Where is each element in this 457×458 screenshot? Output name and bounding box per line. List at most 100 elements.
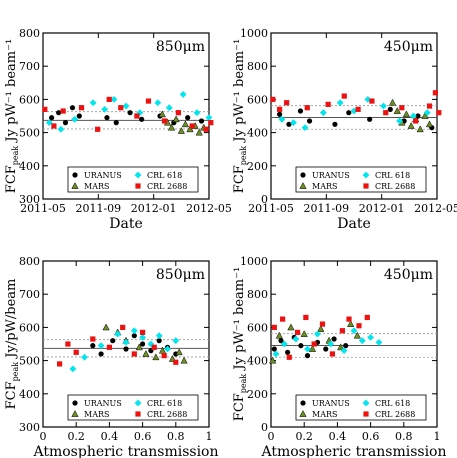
- x-tick-label: 2011-09: [75, 202, 121, 215]
- x-tick-label: 0: [40, 430, 47, 443]
- data-point: [271, 346, 277, 352]
- data-point: [278, 338, 284, 344]
- data-point: [140, 329, 146, 335]
- plot-frame: [270, 32, 438, 200]
- data-point: [290, 119, 297, 127]
- data-point: [280, 340, 288, 348]
- legend-marker: [135, 411, 141, 417]
- x-tick-label: 2012-05: [414, 202, 457, 215]
- series-crl-2688: [271, 314, 370, 360]
- data-point: [287, 323, 295, 331]
- data-point: [161, 353, 167, 359]
- legend-label: CRL 618: [375, 399, 410, 408]
- data-point: [364, 314, 370, 321]
- data-point: [118, 105, 124, 111]
- data-point: [123, 346, 129, 352]
- data-point: [340, 347, 348, 355]
- legend-marker: [362, 399, 370, 407]
- data-point: [152, 353, 160, 361]
- data-point: [356, 323, 362, 329]
- legend-marker: [72, 400, 78, 406]
- legend-marker: [300, 400, 306, 406]
- legend-marker: [299, 182, 307, 189]
- legend-label: CRL 618: [147, 399, 182, 408]
- data-point: [337, 343, 345, 351]
- data-point: [57, 361, 63, 367]
- data-point: [358, 337, 366, 345]
- y-axis-label: FCFpeak Jy/pW/beam: [4, 279, 20, 410]
- series-uranus: [271, 334, 349, 359]
- data-point: [193, 109, 201, 117]
- data-point: [114, 330, 122, 338]
- data-point: [139, 116, 145, 122]
- legend-label: URANUS: [84, 399, 122, 408]
- data-point: [294, 329, 301, 335]
- data-point: [423, 109, 431, 117]
- legend-marker: [134, 171, 142, 179]
- data-point: [303, 314, 309, 321]
- legend-marker: [299, 410, 307, 417]
- data-point: [154, 99, 162, 107]
- data-point: [292, 335, 300, 343]
- data-point: [134, 113, 140, 119]
- data-point: [120, 324, 126, 330]
- data-point: [62, 120, 69, 126]
- legend-marker: [300, 172, 306, 178]
- y-tick-label: 800: [247, 288, 268, 301]
- x-tick-label: 0.8: [395, 430, 413, 443]
- data-point: [65, 341, 71, 347]
- data-point: [122, 102, 130, 110]
- y-tick-label: 400: [19, 160, 40, 173]
- legend-box: [295, 394, 427, 421]
- legend-marker: [363, 183, 369, 189]
- data-point: [155, 332, 163, 340]
- y-tick-label: 700: [19, 288, 40, 301]
- data-point: [113, 120, 119, 126]
- series-crl-618: [272, 327, 383, 358]
- x-tick-label: 2011-05: [248, 202, 294, 215]
- data-point: [139, 333, 146, 341]
- y-tick-label: 800: [247, 60, 268, 73]
- y-axis-label: FCFpeak Jy pW⁻¹ beam⁻¹: [4, 39, 20, 193]
- series-crl-2688: [57, 324, 179, 367]
- wavelength-label: 850μm: [156, 39, 205, 55]
- x-tick-label: 0.2: [295, 430, 313, 443]
- data-point: [353, 331, 361, 339]
- series-crl-618: [45, 91, 213, 133]
- wavelength-label: 450μm: [384, 267, 433, 283]
- data-point: [275, 331, 283, 339]
- data-point: [314, 330, 321, 338]
- data-point: [73, 349, 79, 355]
- y-tick-label: 800: [19, 27, 40, 40]
- x-axis-label: Date: [109, 216, 142, 232]
- data-point: [369, 98, 375, 104]
- data-point: [49, 115, 55, 121]
- legend-marker: [363, 411, 369, 417]
- data-point: [383, 110, 389, 116]
- data-point: [367, 116, 373, 122]
- data-point: [346, 316, 352, 322]
- y-tick-label: 0: [261, 421, 268, 434]
- x-tick-label: 0.4: [101, 430, 119, 443]
- data-point: [327, 340, 335, 348]
- y-tick-label: 500: [19, 127, 40, 140]
- legend-label: MARS: [312, 410, 337, 419]
- legend-marker: [135, 183, 141, 189]
- data-point: [45, 119, 53, 127]
- data-point: [301, 124, 309, 132]
- data-point: [110, 338, 116, 344]
- data-point: [147, 340, 155, 348]
- x-tick-label: 0.6: [362, 430, 380, 443]
- legend-marker: [362, 171, 370, 179]
- data-point: [57, 125, 65, 133]
- data-point: [181, 120, 190, 128]
- data-point: [140, 341, 146, 347]
- data-point: [304, 105, 310, 111]
- y-tick-label: 300: [19, 421, 40, 434]
- chart-panel-4: 0 200 400 600 800 1000 0 0.2 0.4 0.6 0.8 1Atmospher…: [232, 255, 447, 458]
- legend-label: CRL 618: [375, 171, 410, 180]
- data-point: [130, 327, 138, 335]
- data-point: [131, 333, 137, 339]
- data-point: [175, 348, 183, 356]
- chart-panel-1: 300 400 500 600 700 800 2011-05 2011-09 2012-01 2…: [4, 27, 232, 232]
